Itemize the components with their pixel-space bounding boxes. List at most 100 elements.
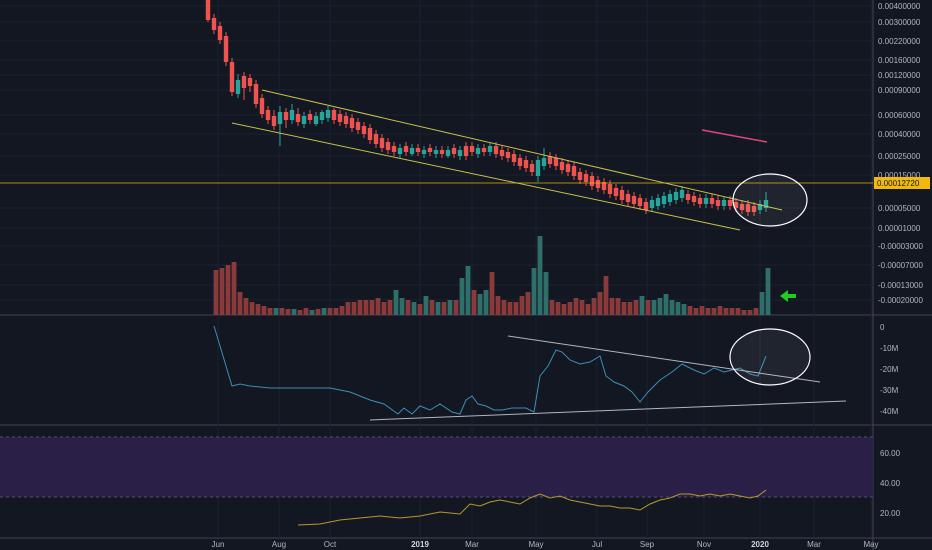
candle-body (601, 182, 607, 190)
candle-body (361, 126, 367, 134)
candle-body (247, 78, 253, 86)
volume-bar (309, 310, 315, 315)
candle-body (253, 84, 259, 104)
volume-bar (249, 302, 255, 315)
time-tick-label: 2020 (751, 540, 769, 549)
volume-bar (417, 304, 423, 315)
volume-bar (345, 302, 351, 315)
volume-bar (687, 306, 693, 315)
volume-bar (747, 310, 753, 315)
price-tick-label: 0.00005000 (878, 204, 921, 213)
axes: 0.00400000 0.00300000 0.00220000 0.00160000… (212, 2, 930, 549)
obv-lower-trendline (369, 400, 847, 421)
candle-body (637, 198, 643, 206)
volume-bar (705, 308, 711, 315)
volume-bar (423, 296, 429, 315)
candle-body (523, 160, 529, 168)
volume-bar (465, 266, 471, 315)
volume-bar (633, 300, 639, 315)
candle-body (655, 198, 661, 206)
volume-bar (471, 290, 477, 315)
candle-body (391, 146, 397, 152)
candle-body (277, 112, 283, 124)
volume-bar (681, 304, 687, 315)
volume-bar (717, 306, 723, 315)
time-tick-label: Jul (592, 540, 602, 549)
candle-body (433, 150, 439, 154)
candle-body (511, 154, 517, 162)
candle-body (547, 156, 553, 164)
volume-bar (609, 298, 615, 315)
candle-body (481, 148, 487, 152)
volume-bar (693, 308, 699, 315)
volume-bar (765, 268, 771, 315)
candle-body (715, 200, 721, 206)
volume-bar (279, 308, 285, 315)
candle-body (631, 196, 637, 204)
candle-body (397, 148, 403, 154)
time-tick-label: Oct (324, 540, 337, 549)
candle-body (727, 200, 733, 206)
volume-bar (363, 300, 369, 315)
candle-body (493, 146, 499, 154)
candle-body (313, 116, 319, 124)
volume-bar (267, 308, 273, 315)
obv-line (213, 325, 767, 415)
volume-bar (531, 268, 537, 315)
volume-bar (735, 308, 741, 315)
candle-body (673, 192, 679, 200)
volume-bar (225, 265, 231, 315)
volume-bar (603, 276, 609, 315)
obv-tick-label: 0 (880, 323, 885, 332)
current-price-tag (874, 177, 930, 189)
candle-body (487, 146, 493, 152)
volume-bar (729, 308, 735, 315)
volume-bar (675, 302, 681, 315)
volume-bar (411, 302, 417, 315)
volume-bar (711, 308, 717, 315)
candle-body (403, 146, 409, 152)
candle-body (739, 204, 745, 210)
candle-body (559, 162, 565, 170)
volume-bar (753, 308, 759, 315)
obv-upper-trendline (507, 335, 821, 383)
candle-body (283, 112, 289, 120)
time-tick-label: 2019 (411, 540, 429, 549)
candle-body (409, 148, 415, 154)
volume-bar (513, 302, 519, 315)
candle-body (295, 114, 301, 122)
rsi-tick-label: 20.00 (880, 509, 901, 518)
time-tick-label: Mar (807, 540, 821, 549)
candle-body (607, 184, 613, 194)
volume-bar (357, 300, 363, 315)
rsi-band (0, 437, 873, 497)
candle-body (745, 204, 751, 212)
candle-body (439, 150, 445, 154)
highlight-circle (732, 173, 808, 227)
price-tick-label: -0.00013000 (878, 281, 923, 290)
price-tick-label: 0.00090000 (878, 86, 921, 95)
arrow-left-icon (780, 290, 796, 302)
volume-bar (375, 298, 381, 315)
volume-bar (219, 268, 225, 315)
volume-bar (231, 262, 237, 315)
volume-bar (651, 300, 657, 315)
candle-body (451, 148, 457, 154)
candle-body (565, 164, 571, 172)
candle-body (301, 116, 307, 124)
volume-bar (699, 306, 705, 315)
volume-bar (399, 298, 405, 315)
candle-body (259, 98, 265, 114)
volume-bar (333, 308, 339, 315)
volume-bar (405, 300, 411, 315)
candle-body (535, 160, 541, 176)
candle-body (241, 76, 247, 88)
price-tick-label: 0.00015000 (878, 171, 921, 180)
volume-bar (597, 292, 603, 315)
candle-body (385, 142, 391, 150)
time-tick-label: Jun (212, 540, 225, 549)
volume-bar (453, 300, 459, 315)
volume-bar (519, 296, 525, 315)
rsi-line (297, 489, 767, 526)
candle-body (679, 190, 685, 198)
